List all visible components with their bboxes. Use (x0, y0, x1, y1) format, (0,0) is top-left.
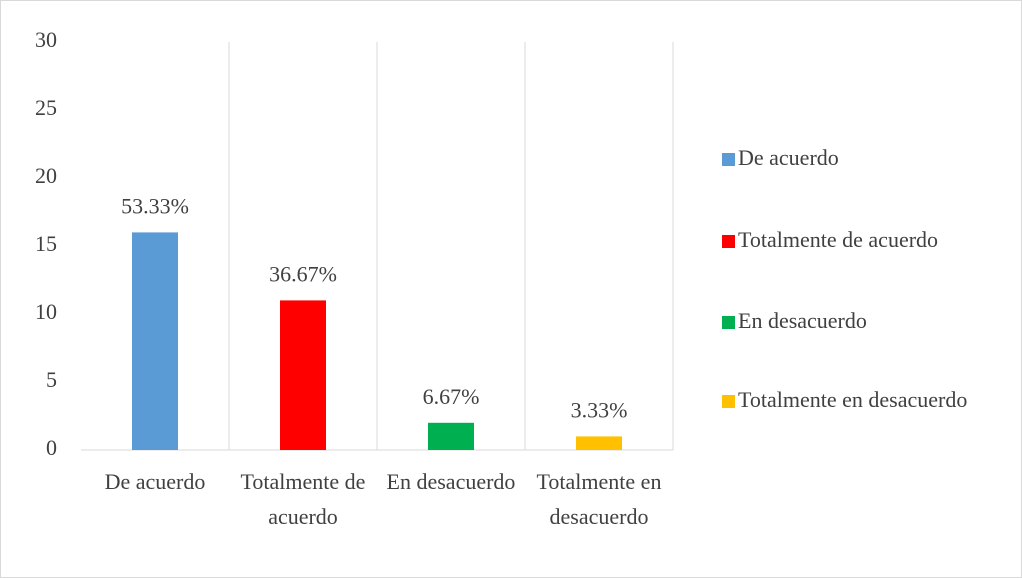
x-tick-label: Totalmente en desacuerdo (537, 469, 662, 529)
legend-label: De acuerdo (738, 145, 839, 170)
x-tick-label: Totalmente de acuerdo (241, 469, 366, 529)
data-label: 3.33% (571, 397, 628, 422)
y-tick-label: 20 (35, 163, 57, 188)
y-tick-label: 15 (35, 231, 57, 256)
x-tick-label: De acuerdo (105, 469, 206, 494)
x-tick-label: En desacuerdo (387, 469, 516, 494)
y-tick-label: 5 (46, 367, 57, 392)
bar (280, 300, 326, 450)
legend-swatch (722, 235, 735, 248)
data-label: 6.67% (423, 384, 480, 409)
bar (428, 422, 474, 450)
legend-swatch (722, 153, 735, 166)
y-tick-label: 25 (35, 95, 57, 120)
legend-label: Totalmente en desacuerdo (738, 387, 967, 412)
legend-swatch (722, 316, 735, 329)
y-tick-label: 30 (35, 27, 57, 52)
y-tick-label: 10 (35, 299, 57, 324)
data-label: 36.67% (269, 261, 337, 286)
bar (132, 232, 178, 450)
legend-swatch (722, 395, 735, 408)
bar (576, 436, 622, 450)
data-label: 53.33% (121, 193, 189, 218)
legend-label: En desacuerdo (738, 308, 867, 333)
legend-label: Totalmente de acuerdo (738, 227, 938, 252)
y-tick-label: 0 (46, 435, 57, 460)
